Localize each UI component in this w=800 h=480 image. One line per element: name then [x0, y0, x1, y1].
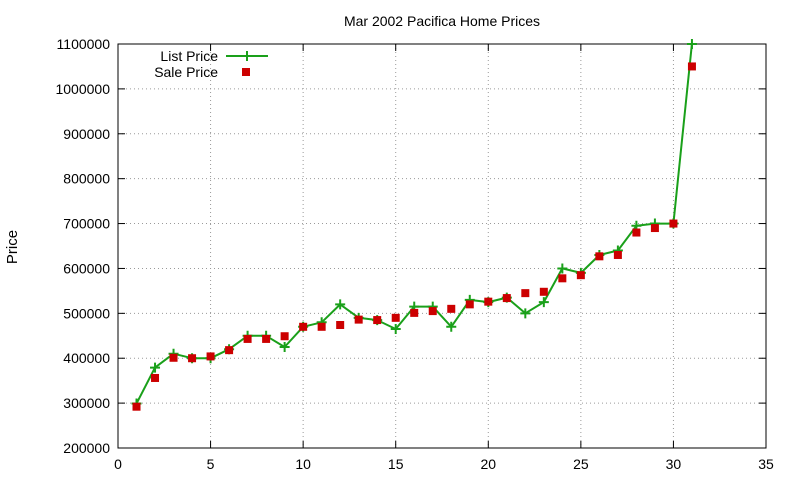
axis-ticks: 200000 300000 400000 500000 600000 700000 8000… [55, 36, 774, 472]
y-tick-label: 700000 [63, 216, 110, 232]
list-price-point [557, 263, 568, 274]
y-tick-label: 300000 [63, 395, 110, 411]
chart-title: Mar 2002 Pacifica Home Prices [344, 13, 540, 29]
legend-label-list-price: List Price [160, 48, 218, 64]
grid [118, 44, 766, 448]
sale-price-point [391, 313, 400, 322]
y-tick-label: 400000 [63, 350, 110, 366]
sale-price-point [317, 322, 326, 331]
sale-price-point [373, 316, 382, 325]
y-tick-label: 1000000 [55, 81, 110, 97]
sale-price-point [669, 219, 678, 228]
sale-price-point [169, 353, 178, 362]
list-price-point [335, 299, 346, 310]
sale-price-point [595, 252, 604, 261]
legend-marker-sale-price [242, 68, 250, 76]
sale-price-point [484, 297, 493, 306]
sale-price-point [558, 274, 567, 283]
y-tick-label: 1100000 [57, 36, 111, 52]
x-tick-label: 35 [758, 456, 774, 472]
y-tick-label: 800000 [63, 171, 110, 187]
y-axis-label: Price [4, 230, 21, 264]
list-price-point [390, 324, 401, 335]
sale-price-point [354, 315, 363, 324]
sale-price-point [521, 289, 530, 298]
sale-price-point [576, 271, 585, 280]
y-tick-label: 200000 [63, 440, 110, 456]
list-price-point [150, 362, 161, 373]
sale-price-point [151, 373, 160, 382]
list-price-point [538, 297, 549, 308]
sale-price-point [613, 250, 622, 259]
legend-marker-list-price [242, 51, 252, 61]
sale-price-point [465, 300, 474, 309]
sale-price-point [502, 294, 511, 303]
sale-price-point [243, 334, 252, 343]
y-tick-label: 900000 [63, 126, 110, 142]
list-price-point [279, 342, 290, 352]
list-price-point [520, 308, 531, 319]
sale-price-point [687, 62, 696, 71]
x-tick-label: 5 [207, 456, 215, 472]
plot-frame [117, 43, 767, 449]
sale-price-point [410, 308, 419, 317]
y-tick-label: 500000 [63, 305, 110, 321]
x-tick-label: 0 [114, 456, 122, 472]
sale-price-point [650, 224, 659, 233]
x-tick-label: 30 [666, 456, 682, 472]
sale-price-point [539, 287, 548, 296]
sale-price-point [447, 304, 456, 313]
list-price-point [686, 39, 697, 49]
legend-label-sale-price: Sale Price [154, 64, 218, 80]
x-tick-label: 15 [388, 456, 404, 472]
sale-price-point [132, 402, 141, 411]
sale-price-point [225, 346, 234, 355]
sale-price-point [336, 321, 345, 330]
x-tick-label: 10 [295, 456, 311, 472]
sale-price-point [188, 354, 197, 363]
sale-price-point [428, 307, 437, 316]
sale-price-point [632, 228, 641, 237]
list-price-point [446, 321, 457, 332]
sale-price-point [262, 334, 271, 343]
series-layer [131, 39, 697, 411]
x-tick-label: 25 [573, 456, 589, 472]
sale-price-point [206, 352, 215, 361]
sale-price-point [299, 322, 308, 331]
y-tick-label: 600000 [63, 260, 110, 276]
sale-price-point [280, 332, 289, 341]
x-tick-label: 20 [480, 456, 496, 472]
